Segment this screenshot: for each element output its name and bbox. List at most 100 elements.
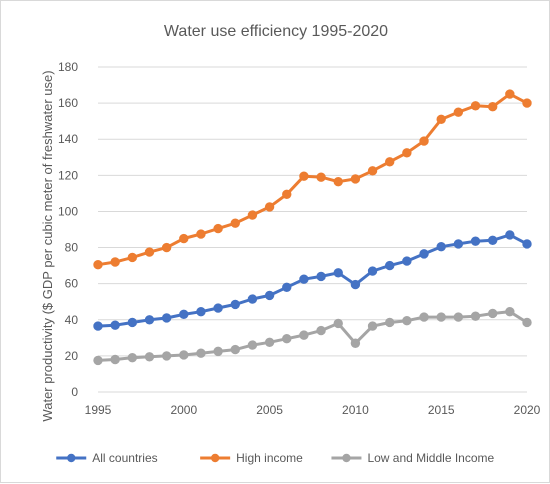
data-point xyxy=(230,344,240,355)
y-tick-label: 20 xyxy=(65,349,79,363)
data-point xyxy=(230,218,240,228)
y-tick-label: 80 xyxy=(65,241,79,255)
data-point xyxy=(436,312,446,322)
data-point xyxy=(161,242,172,253)
data-point xyxy=(487,235,498,246)
y-axis-ticks: 0 20 40 60 80 100 120 140 160 180 xyxy=(58,60,78,399)
y-tick-label: 100 xyxy=(58,204,78,218)
data-point xyxy=(367,166,378,176)
data-point xyxy=(436,114,446,125)
data-point xyxy=(110,354,120,365)
data-point xyxy=(487,102,498,112)
data-point xyxy=(196,306,206,317)
legend-label: High income xyxy=(236,451,303,465)
data-point xyxy=(282,282,292,292)
chart-title: Water use efficiency 1995-2020 xyxy=(164,23,388,40)
data-point xyxy=(144,247,155,257)
data-point xyxy=(385,317,395,328)
data-point xyxy=(213,223,223,234)
data-point xyxy=(213,303,223,313)
data-point xyxy=(436,241,446,252)
legend-label: Low and Middle Income xyxy=(367,451,494,465)
data-point xyxy=(161,313,172,323)
data-point xyxy=(333,318,343,329)
data-point xyxy=(127,317,138,328)
data-point xyxy=(282,334,292,344)
data-point xyxy=(505,306,515,317)
data-point xyxy=(367,321,378,331)
data-point xyxy=(470,236,481,246)
legend: All countries High income Low and Middle I… xyxy=(56,451,495,465)
data-point xyxy=(127,352,138,363)
data-point xyxy=(299,330,309,340)
data-point xyxy=(144,315,155,325)
legend-swatch-marker xyxy=(67,453,76,463)
data-point xyxy=(127,252,138,263)
data-point xyxy=(505,230,515,240)
data-point xyxy=(505,89,515,99)
data-point xyxy=(333,176,343,187)
gridlines xyxy=(98,66,527,393)
data-point xyxy=(299,274,309,284)
legend-label: All countries xyxy=(92,451,157,465)
data-point xyxy=(333,268,343,278)
data-point xyxy=(196,229,206,239)
data-point xyxy=(110,257,120,267)
y-tick-label: 60 xyxy=(65,277,79,291)
data-point xyxy=(522,317,532,328)
legend-swatch-marker xyxy=(342,453,351,463)
data-point xyxy=(402,256,412,266)
data-point xyxy=(196,348,206,358)
data-point xyxy=(179,309,189,320)
series-line xyxy=(96,92,529,267)
x-tick-label: 1995 xyxy=(85,403,112,417)
data-point xyxy=(299,171,309,181)
data-point xyxy=(350,279,361,290)
data-point xyxy=(110,320,120,330)
y-tick-label: 40 xyxy=(65,313,79,327)
data-point xyxy=(264,202,275,212)
data-point xyxy=(264,290,275,301)
legend-item: Low and Middle Income xyxy=(331,451,495,465)
data-point xyxy=(419,136,429,146)
data-point xyxy=(470,311,481,321)
data-point xyxy=(93,321,103,331)
series-1 xyxy=(93,89,532,270)
data-point xyxy=(230,299,240,310)
x-tick-label: 2020 xyxy=(514,403,541,417)
series-layer xyxy=(93,89,532,366)
data-point xyxy=(470,101,481,111)
x-tick-label: 2015 xyxy=(428,403,455,417)
x-tick-label: 2010 xyxy=(342,403,369,417)
data-point xyxy=(522,98,532,108)
data-point xyxy=(385,157,395,167)
data-point xyxy=(93,355,103,366)
x-axis-ticks: 1995 2000 2005 2010 2015 2020 xyxy=(85,403,541,417)
y-tick-label: 120 xyxy=(58,168,78,182)
x-tick-label: 2000 xyxy=(170,403,197,417)
data-point xyxy=(161,351,172,361)
data-point xyxy=(402,148,412,158)
data-point xyxy=(350,338,361,348)
series-0 xyxy=(93,230,532,331)
data-point xyxy=(522,239,532,249)
data-point xyxy=(350,174,361,184)
series-2 xyxy=(93,306,532,366)
y-tick-label: 0 xyxy=(71,385,78,399)
legend-swatch-marker xyxy=(210,453,220,463)
x-tick-label: 2005 xyxy=(256,403,283,417)
y-tick-label: 160 xyxy=(58,96,78,110)
data-point xyxy=(264,337,275,348)
data-point xyxy=(419,312,429,322)
data-point xyxy=(453,107,464,117)
data-point xyxy=(316,325,326,336)
data-point xyxy=(93,260,103,270)
data-point xyxy=(419,249,429,259)
data-point xyxy=(316,271,326,282)
data-point xyxy=(247,294,258,304)
legend-item: All countries xyxy=(56,451,158,465)
data-point xyxy=(402,315,412,326)
data-point xyxy=(453,239,464,249)
